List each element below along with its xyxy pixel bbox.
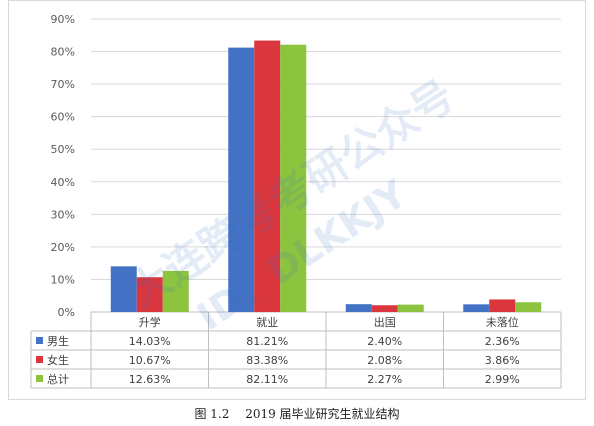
table-cell-value: 10.67%: [129, 354, 171, 367]
table-cell-value: 3.86%: [485, 354, 520, 367]
bar: [110, 266, 137, 312]
bars: [110, 40, 542, 312]
legend-label: 男生: [47, 334, 69, 348]
y-tick-label: 70%: [51, 78, 75, 91]
bar: [345, 304, 372, 312]
figure-number: 图 1.2: [194, 407, 230, 421]
table-cell-value: 14.03%: [129, 335, 171, 348]
category-label: 未落位: [486, 315, 519, 329]
y-tick-label: 0%: [58, 306, 75, 319]
chart-frame: 0% 10% 20% 30% 40% 50% 60% 70% 80% 90% 升学 就业 出国 未落位男…: [8, 0, 586, 400]
bar: [254, 40, 281, 312]
legend-swatch: [36, 337, 43, 344]
legend-label: 总计: [47, 372, 69, 386]
table-cell-value: 2.36%: [485, 335, 520, 348]
table-cell-value: 12.63%: [129, 373, 171, 386]
table-cell-value: 2.40%: [367, 335, 402, 348]
y-tick-label: 20%: [51, 241, 75, 254]
table-cell-value: 81.21%: [246, 335, 288, 348]
table-cell-value: 2.08%: [367, 354, 402, 367]
y-tick-label: 40%: [51, 176, 75, 189]
bar: [280, 44, 307, 312]
bar: [463, 304, 490, 312]
bar: [162, 270, 189, 312]
bar: [228, 47, 255, 312]
table-cell-value: 82.11%: [246, 373, 288, 386]
legend-swatch: [36, 356, 43, 363]
y-axis-ticks: 0% 10% 20% 30% 40% 50% 60% 70% 80% 90%: [51, 13, 75, 319]
y-tick-label: 30%: [51, 208, 75, 221]
figure-title: 2019 届毕业研究生就业结构: [245, 407, 400, 421]
table-cell-value: 2.99%: [485, 373, 520, 386]
legend-label: 女生: [47, 353, 69, 367]
figure-caption: 图 1.2 2019 届毕业研究生就业结构: [0, 405, 594, 422]
y-tick-label: 60%: [51, 111, 75, 124]
category-label: 升学: [139, 315, 161, 329]
y-tick-label: 90%: [51, 13, 75, 26]
bar-chart: 0% 10% 20% 30% 40% 50% 60% 70% 80% 90% 升学 就业 出国 未落位男…: [30, 13, 562, 389]
bar: [136, 277, 163, 312]
table-cell-value: 2.27%: [367, 373, 402, 386]
table-cell-value: 83.38%: [246, 354, 288, 367]
bar: [489, 299, 516, 312]
bar: [371, 305, 398, 312]
bar: [515, 302, 542, 312]
y-tick-label: 80%: [51, 46, 75, 59]
legend-swatch: [36, 375, 43, 382]
bar: [397, 304, 424, 312]
y-tick-label: 50%: [51, 143, 75, 156]
category-label: 就业: [256, 315, 278, 329]
category-label: 出国: [374, 315, 396, 329]
y-tick-label: 10%: [51, 273, 75, 286]
